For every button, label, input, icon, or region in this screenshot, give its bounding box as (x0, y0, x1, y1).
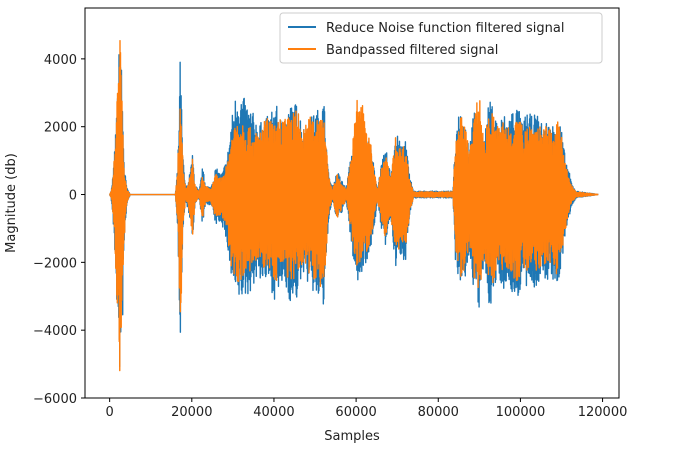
y-tick-label: 0 (69, 189, 77, 204)
y-axis-label: Magnitude (db) (4, 153, 19, 253)
x-tick-label: 60000 (335, 405, 376, 420)
y-tick-label: 4000 (44, 53, 77, 68)
legend-entry-bandpassed: Bandpassed filtered signal (326, 43, 498, 58)
x-tick-label: 120000 (578, 405, 628, 420)
legend: Reduce Noise function filtered signal Ba… (279, 12, 603, 64)
series-layer (109, 39, 599, 372)
x-tick-label: 100000 (496, 405, 546, 420)
series-line-bandpassed (109, 39, 599, 372)
x-tick-label: 40000 (253, 405, 294, 420)
plot-frame (84, 7, 620, 399)
x-axis-ticks: 0 20000 40000 60000 80000 100000 120000 (106, 398, 628, 420)
y-tick-label: −6000 (33, 392, 77, 407)
y-tick-label: −4000 (33, 324, 77, 339)
y-axis-ticks: −6000 −4000 −2000 0 2000 4000 (33, 53, 85, 407)
legend-entry-reduce-noise: Reduce Noise function filtered signal (326, 21, 564, 36)
x-tick-label: 20000 (171, 405, 212, 420)
legend-box (279, 12, 603, 64)
x-tick-label: 80000 (418, 405, 459, 420)
y-tick-label: 2000 (44, 121, 77, 136)
x-tick-label: 0 (106, 405, 114, 420)
y-tick-label: −2000 (33, 256, 77, 271)
x-axis-label: Samples (324, 429, 380, 444)
